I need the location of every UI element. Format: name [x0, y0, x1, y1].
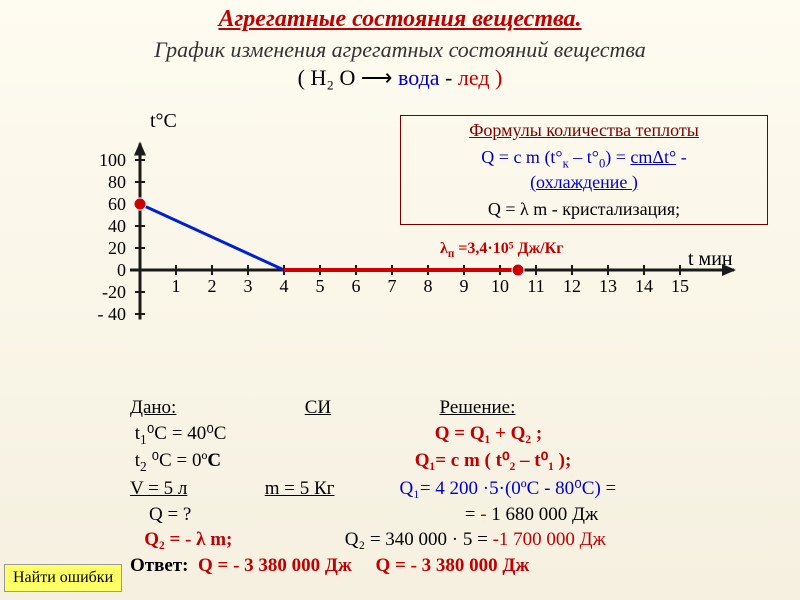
formulas-box: Формулы количества теплоты Q = c m (t°к … — [400, 115, 768, 225]
svg-text:80: 80 — [108, 172, 126, 192]
x-axis-label: t мин — [688, 248, 733, 271]
substance-line: ( Н₂ О ⟶ вода - лед ) — [0, 65, 800, 91]
svg-text:6: 6 — [352, 276, 361, 296]
svg-text:15: 15 — [671, 276, 689, 296]
h2o-label: ( Н₂ О — [298, 65, 356, 90]
svg-text:8: 8 — [424, 276, 433, 296]
svg-text:100: 100 — [99, 150, 126, 170]
q1-formula: Q₁= c m ( t⁰₂ – t⁰₁ ); — [415, 450, 572, 471]
svg-text:7: 7 — [388, 276, 397, 296]
dash: - — [445, 65, 452, 90]
svg-text:3: 3 — [244, 276, 253, 296]
svg-text:2: 2 — [208, 276, 217, 296]
formulas-title: Формулы количества теплоты — [409, 120, 759, 141]
svg-text:4: 4 — [280, 276, 289, 296]
svg-text:5: 5 — [316, 276, 325, 296]
q-sum: Q = Q₁ + Q₂ ; — [435, 423, 542, 444]
svg-text:9: 9 — [460, 276, 469, 296]
si-header: СИ — [305, 397, 331, 418]
q2-formula: Q₂ = - λ m; — [144, 529, 232, 550]
page-subtitle: График изменения агрегатных состояний ве… — [0, 37, 800, 63]
find-errors-button[interactable]: Найти ошибки — [4, 564, 122, 592]
page-title: Агрегатные состояния вещества. — [0, 0, 800, 33]
water-label: вода — [398, 65, 440, 90]
svg-text:14: 14 — [635, 276, 653, 296]
answer1: Q = - 3 380 000 Дж — [198, 555, 352, 576]
arrow-icon: ⟶ — [361, 65, 393, 90]
svg-text:10: 10 — [491, 276, 509, 296]
solution-header: Решение: — [440, 397, 516, 418]
ice-label: лед ) — [458, 65, 502, 90]
svg-text:12: 12 — [563, 276, 581, 296]
svg-text:- 40: - 40 — [98, 304, 127, 324]
y-axis-label: t°C — [150, 110, 177, 133]
svg-text:40: 40 — [108, 216, 126, 236]
svg-text:0: 0 — [117, 260, 126, 280]
svg-text:1: 1 — [172, 276, 181, 296]
formula-cooling: Q = c m (t°к – t°0) = cmΔt° - (охлаждени… — [409, 147, 759, 193]
solution-block: Дано: СИ Решение: t1⁰C = 40⁰C Q = Q₁ + Q… — [130, 395, 770, 579]
q1-numeric: Q₁= 4 200 ·5·(0ºC - 80⁰C) = — [400, 478, 617, 499]
svg-text:-20: -20 — [102, 282, 126, 302]
svg-text:13: 13 — [599, 276, 617, 296]
svg-text:20: 20 — [108, 238, 126, 258]
answer2: Q = - 3 380 000 Дж — [376, 555, 530, 576]
lambda-note: λп =3,4·10⁵ Дж/Кг — [440, 240, 563, 260]
svg-text:11: 11 — [527, 276, 544, 296]
given-header: Дано: — [130, 397, 176, 418]
formula-cryst: Q = λ m - кристализация; — [409, 199, 759, 220]
svg-text:60: 60 — [108, 194, 126, 214]
